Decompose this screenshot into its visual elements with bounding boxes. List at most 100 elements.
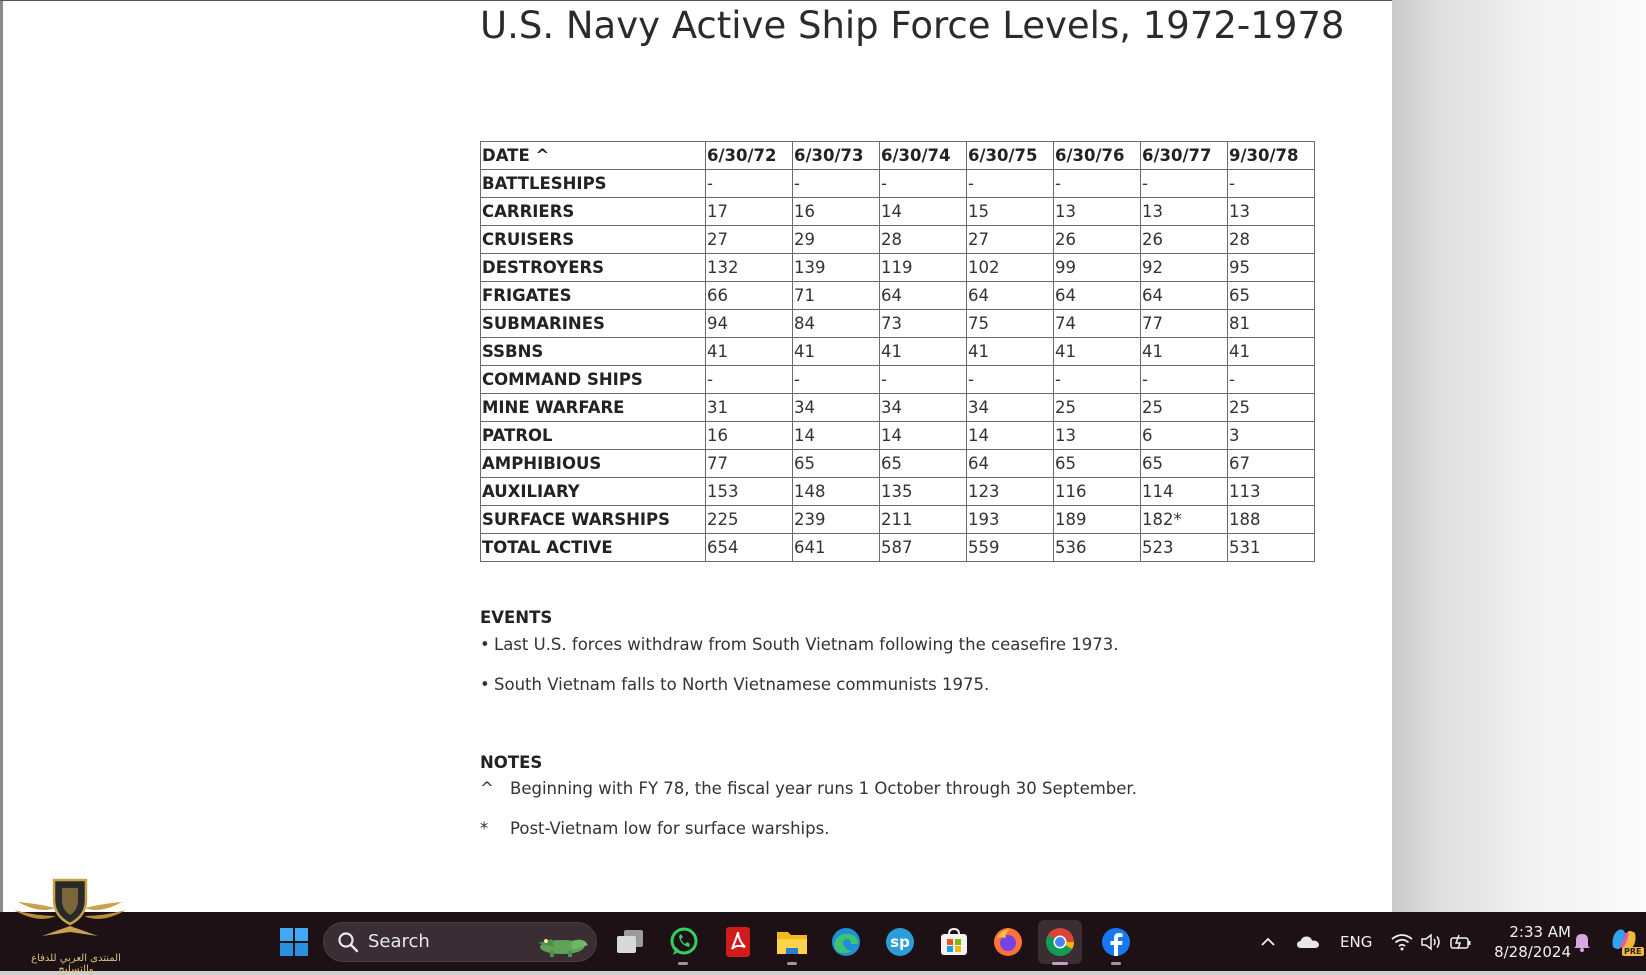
note-item: ^ Beginning with FY 78, the fiscal year r…: [480, 779, 1137, 798]
header-cell: 6/30/75: [966, 141, 1054, 170]
value-cell: 536: [1053, 533, 1141, 562]
value-cell: 75: [966, 309, 1054, 338]
firefox-button[interactable]: [990, 924, 1026, 960]
note-mark: ^: [480, 779, 494, 798]
value-cell: 65: [792, 449, 880, 478]
value-cell: 25: [1140, 393, 1228, 422]
header-cell: 6/30/72: [705, 141, 793, 170]
whatsapp-button[interactable]: [666, 924, 702, 960]
forum-logo-text: المنتدى العربي للدفاع والتسليح: [31, 953, 121, 975]
store-button[interactable]: [936, 924, 972, 960]
row-label-cell: MINE WARFARE: [480, 393, 706, 422]
task-view-icon: [617, 930, 643, 953]
chrome-button[interactable]: [1038, 920, 1082, 964]
value-cell: 211: [879, 505, 967, 534]
row-label-cell: SUBMARINES: [480, 309, 706, 338]
value-cell: -: [1140, 365, 1228, 394]
task-view-button[interactable]: [612, 924, 648, 960]
row-label-cell: SURFACE WARSHIPS: [480, 505, 706, 534]
value-cell: 41: [705, 337, 793, 366]
battery-button[interactable]: [1448, 924, 1474, 960]
edge-icon: [832, 928, 860, 956]
row-label-cell: COMMAND SHIPS: [480, 365, 706, 394]
value-cell: 17: [705, 197, 793, 226]
value-cell: 13: [1140, 197, 1228, 226]
value-cell: -: [1227, 169, 1315, 198]
table-row: CRUISERS 27 29 28 27 26 26 28: [480, 225, 1315, 254]
value-cell: 3: [1227, 421, 1315, 450]
value-cell: 94: [705, 309, 793, 338]
value-cell: -: [792, 365, 880, 394]
file-explorer-button[interactable]: [774, 924, 810, 960]
value-cell: 34: [966, 393, 1054, 422]
value-cell: 239: [792, 505, 880, 534]
events-heading: EVENTS: [480, 608, 553, 627]
notifications-button[interactable]: [1570, 924, 1594, 960]
clock-date[interactable]: 8/28/2024: [1494, 943, 1571, 961]
value-cell: 34: [879, 393, 967, 422]
clock-time[interactable]: 2:33 AM: [1509, 923, 1571, 941]
value-cell: 13: [1053, 197, 1141, 226]
running-indicator: [787, 962, 797, 965]
search-highlight-icon: [538, 939, 588, 957]
note-text: Post-Vietnam low for surface warships.: [510, 819, 830, 838]
volume-button[interactable]: [1418, 924, 1444, 960]
notes-heading: NOTES: [480, 753, 543, 772]
table-header-row: DATE ^ 6/30/72 6/30/73 6/30/74 6/30/75 6…: [480, 141, 1315, 170]
value-cell: 14: [879, 421, 967, 450]
wifi-button[interactable]: [1390, 924, 1414, 960]
value-cell: 16: [792, 197, 880, 226]
row-label-cell: AMPHIBIOUS: [480, 449, 706, 478]
table-row: DESTROYERS 132 139 119 102 99 92 95: [480, 253, 1315, 282]
active-indicator: [1052, 962, 1068, 965]
copilot-button[interactable]: [1608, 922, 1640, 958]
value-cell: 65: [1053, 449, 1141, 478]
running-indicator: [678, 962, 688, 965]
copilot-icon: [1612, 929, 1636, 951]
onedrive-button[interactable]: [1294, 924, 1322, 960]
value-cell: 188: [1227, 505, 1315, 534]
event-item: • Last U.S. forces withdraw from South Vi…: [480, 635, 1119, 654]
facebook-button[interactable]: [1098, 924, 1134, 960]
row-label-cell: FRIGATES: [480, 281, 706, 310]
table-row: BATTLESHIPS - - - - - - -: [480, 169, 1315, 198]
value-cell: 99: [1053, 253, 1141, 282]
force-levels-table: DATE ^ 6/30/72 6/30/73 6/30/74 6/30/75 6…: [480, 141, 1315, 562]
running-indicator: [1111, 962, 1121, 965]
value-cell: -: [1053, 169, 1141, 198]
pdf-reader-button[interactable]: [720, 924, 756, 960]
battery-icon: [1450, 934, 1471, 950]
search-label: Search: [368, 931, 430, 952]
value-cell: 64: [966, 449, 1054, 478]
forum-logo-watermark: [14, 878, 126, 936]
value-cell: 95: [1227, 253, 1315, 282]
header-cell: 6/30/77: [1140, 141, 1228, 170]
language-indicator[interactable]: ENG: [1340, 933, 1373, 951]
table-row: AMPHIBIOUS 77 65 65 64 65 65 67: [480, 449, 1315, 478]
value-cell: 116: [1053, 477, 1141, 506]
whatsapp-icon: [670, 927, 698, 955]
row-label-cell: SSBNS: [480, 337, 706, 366]
value-cell: 65: [1227, 281, 1315, 310]
value-cell: 102: [966, 253, 1054, 282]
sp-app-button[interactable]: sp: [882, 924, 918, 960]
page-top-border: [0, 0, 1392, 1]
value-cell: 25: [1053, 393, 1141, 422]
table-row: PATROL 16 14 14 14 13 6 3: [480, 421, 1315, 450]
value-cell: 67: [1227, 449, 1315, 478]
tray-overflow-button[interactable]: [1256, 924, 1280, 960]
start-button[interactable]: [276, 924, 312, 960]
value-cell: 26: [1053, 225, 1141, 254]
value-cell: -: [792, 169, 880, 198]
value-cell: 15: [966, 197, 1054, 226]
onedrive-icon: [1297, 936, 1319, 948]
header-cell: 6/30/76: [1053, 141, 1141, 170]
sp-app-icon: sp: [886, 928, 914, 956]
table-row: CARRIERS 17 16 14 15 13 13 13: [480, 197, 1315, 226]
chrome-icon: [1046, 928, 1074, 956]
note-text: Beginning with FY 78, the fiscal year ru…: [510, 779, 1137, 798]
table-row: SSBNS 41 41 41 41 41 41 41: [480, 337, 1315, 366]
table-row: TOTAL ACTIVE 654 641 587 559 536 523 531: [480, 533, 1315, 562]
edge-button[interactable]: [828, 924, 864, 960]
value-cell: 31: [705, 393, 793, 422]
